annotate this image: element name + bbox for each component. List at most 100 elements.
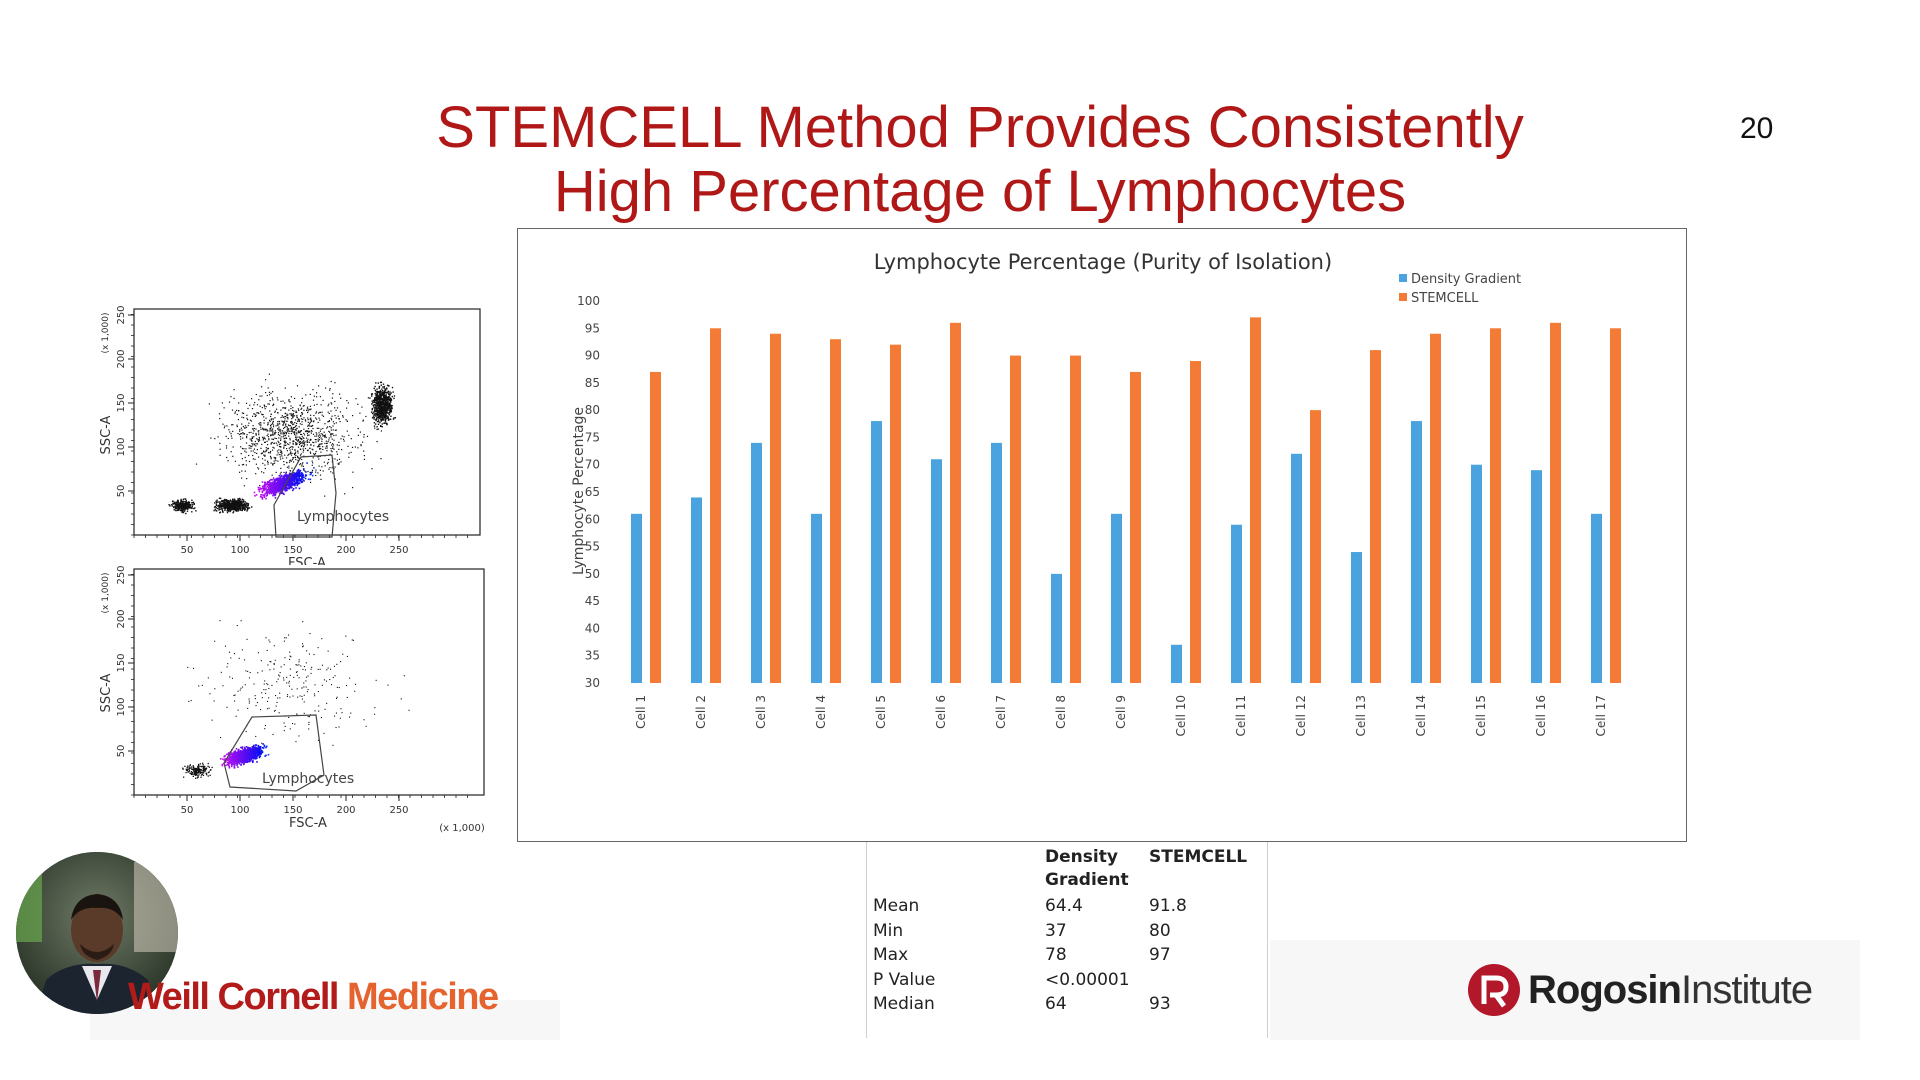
stats-cell-label: Mean <box>873 896 920 916</box>
bar-stemcell-16 <box>1550 322 1561 683</box>
flow-plot-2-xlabel: FSC-A <box>289 816 327 831</box>
x-tick-label-17: Cell 17 <box>1594 695 1608 737</box>
legend-label-stemcell: STEMCELL <box>1411 291 1479 306</box>
bar-density-gradient-16 <box>1531 470 1542 683</box>
flow-cytometry-plot-1: 50 100 150 200 250 50 100 150 200 250 Lymphocyte… <box>92 305 492 570</box>
y-tick-label-14: 100 <box>577 294 600 308</box>
x-tick-label-11: Cell 11 <box>1234 695 1248 737</box>
background-panel-left <box>90 1000 560 1040</box>
bar-stemcell-3 <box>770 333 781 683</box>
flow-plot-1-gate <box>273 454 337 538</box>
bar-stemcell-14 <box>1430 333 1441 683</box>
stats-cell-density: 78 <box>1045 945 1067 965</box>
chart-legend: Density Gradient STEMCELL <box>1399 272 1521 306</box>
flow-y-tick-2: 150 <box>116 393 127 412</box>
bar-stemcell-17 <box>1610 328 1621 683</box>
flow-plot-1-ylabel: SSC-A <box>99 415 114 454</box>
chart-bars <box>631 317 1621 683</box>
bar-density-gradient-17 <box>1591 513 1602 683</box>
slide-number: 20 <box>1740 112 1774 145</box>
x-tick-label-15: Cell 15 <box>1474 695 1488 737</box>
stats-header-blank <box>873 846 1045 894</box>
flow-x-tick-3: 200 <box>336 805 355 816</box>
stats-cell-density: 64 <box>1045 994 1067 1014</box>
y-tick-label-11: 85 <box>585 376 600 390</box>
bar-density-gradient-8 <box>1051 573 1062 683</box>
flow-plot-2-y-ticks: 50 100 150 200 250 <box>116 565 134 796</box>
y-tick-label-4: 50 <box>585 567 600 581</box>
x-tick-label-8: Cell 8 <box>1054 695 1068 729</box>
bar-density-gradient-5 <box>871 421 882 683</box>
flow-x-tick-2: 150 <box>283 805 302 816</box>
x-tick-label-5: Cell 5 <box>874 695 888 729</box>
flow-plot-2-gate-label: Lymphocytes <box>262 771 354 787</box>
legend-label-density-gradient: Density Gradient <box>1411 272 1521 287</box>
stats-cell-stemcell: 93 <box>1149 994 1171 1014</box>
speaker-avatar <box>16 852 178 1014</box>
x-tick-label-10: Cell 10 <box>1174 695 1188 737</box>
stats-row-p-value: P Value <0.00001 <box>873 968 1249 993</box>
y-tick-label-6: 60 <box>585 512 600 526</box>
flow-x-tick-1: 100 <box>230 545 249 556</box>
flow-plot-1-events <box>168 373 396 515</box>
rogosin-logo-wordmark: RogosinInstitute <box>1528 968 1813 1013</box>
bar-chart-frame: Lymphocyte Percentage (Purity of Isolati… <box>517 228 1687 842</box>
bar-density-gradient-13 <box>1351 552 1362 683</box>
weill-cornell-medicine-logo: Weill Cornell Medicine <box>128 976 499 1019</box>
stats-cell-label: Min <box>873 920 904 941</box>
flow-plot-2-svg: 50 100 150 200 250 50 100 150 200 250 Lymphocyte… <box>99 565 485 834</box>
bar-stemcell-9 <box>1130 371 1141 683</box>
flow-plot-2-xscale: (x 1,000) <box>439 823 485 834</box>
flow-plot-1-y-ticks: 50 100 150 200 250 <box>116 305 134 536</box>
flow-plot-1-yscale: (x 1,000) <box>101 313 111 354</box>
bar-stemcell-11 <box>1250 317 1261 683</box>
flow-y-tick-0: 50 <box>116 745 127 758</box>
rogosin-logo-text-2: Institute <box>1680 968 1813 1012</box>
stats-table-header-row: Density Gradient STEMCELL <box>873 846 1249 894</box>
stats-cell-stemcell: 91.8 <box>1149 896 1187 916</box>
stats-cell-density: <0.00001 <box>1045 969 1130 990</box>
stats-row-max: Max 78 97 <box>873 943 1249 968</box>
flow-plot-2-gate <box>223 714 325 792</box>
bar-density-gradient-10 <box>1171 644 1182 683</box>
bar-stemcell-12 <box>1310 410 1321 683</box>
y-tick-label-5: 55 <box>585 540 600 554</box>
speaker-video <box>16 852 178 1014</box>
flow-x-tick-0: 50 <box>181 545 194 556</box>
bar-density-gradient-6 <box>931 459 942 683</box>
bar-density-gradient-7 <box>991 442 1002 683</box>
flow-y-tick-3: 200 <box>116 349 127 368</box>
bar-density-gradient-2 <box>691 497 702 683</box>
bar-stemcell-2 <box>710 328 721 683</box>
bar-density-gradient-9 <box>1111 513 1122 683</box>
stats-row-median: Median 64 93 <box>873 992 1249 1017</box>
bar-stemcell-13 <box>1370 350 1381 683</box>
stats-table-panel: Density Gradient STEMCELL Mean 64.4 91.8 Mi… <box>866 842 1268 1038</box>
x-tick-label-16: Cell 16 <box>1534 695 1548 737</box>
bar-density-gradient-4 <box>811 513 822 683</box>
y-tick-label-2: 40 <box>585 621 600 635</box>
stats-table-body: Mean 64.4 91.8 Min 37 80 Max 78 97 P Value <0.0000… <box>873 894 1249 1017</box>
bar-density-gradient-12 <box>1291 453 1302 683</box>
stats-header-stemcell: STEMCELL <box>1149 847 1248 867</box>
rogosin-logo-text-1: Rogosin <box>1528 968 1682 1012</box>
x-tick-label-1: Cell 1 <box>634 695 648 729</box>
slide-title-line-1: STEMCELL Method Provides Consistently <box>436 95 1524 160</box>
x-tick-label-3: Cell 3 <box>754 695 768 729</box>
x-tick-label-12: Cell 12 <box>1294 695 1308 737</box>
stats-cell-label: P Value <box>873 969 936 990</box>
x-tick-label-14: Cell 14 <box>1414 695 1428 737</box>
bar-stemcell-15 <box>1490 328 1501 683</box>
x-tick-label-4: Cell 4 <box>814 695 828 729</box>
stats-cell-label: Max <box>873 945 909 965</box>
stats-row-min: Min 37 80 <box>873 919 1249 944</box>
flow-y-tick-2: 150 <box>116 653 127 672</box>
stats-row-mean: Mean 64.4 91.8 <box>873 894 1249 919</box>
y-tick-label-0: 30 <box>585 676 600 690</box>
flow-y-tick-1: 100 <box>116 437 127 456</box>
slide-title-line-2: High Percentage of Lymphocytes <box>553 159 1407 224</box>
flow-y-tick-3: 200 <box>116 609 127 628</box>
flow-plot-1-frame <box>133 308 481 536</box>
flow-y-tick-4: 250 <box>116 305 127 324</box>
chart-ylabel: Lymphocyte Percentage <box>571 407 587 575</box>
